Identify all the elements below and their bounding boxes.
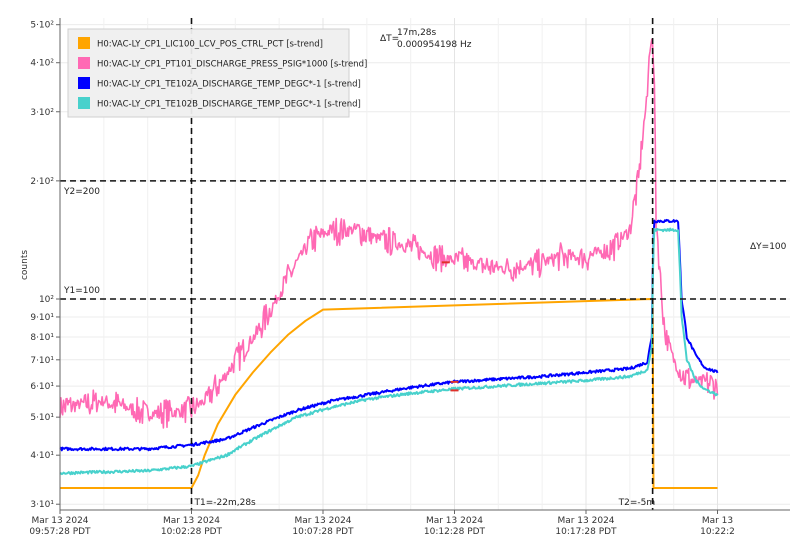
legend-entry-label: H0:VAC-LY_CP1_TE102A_DISCHARGE_TEMP_DEGC… bbox=[97, 80, 361, 90]
legend-swatch[interactable] bbox=[78, 37, 90, 49]
legend-swatch[interactable] bbox=[78, 57, 90, 69]
x-tick-time-label: 10:22:2 bbox=[700, 527, 735, 537]
legend-entry-label: H0:VAC-LY_CP1_TE102B_DISCHARGE_TEMP_DEGC… bbox=[97, 100, 361, 110]
y-axis-label: counts bbox=[20, 250, 30, 280]
axes: 3·10¹ 4·10¹ 5·10¹ 6·10¹ 7·10¹ 8·10¹ 9·10¹ 10² 2·… bbox=[29, 18, 790, 537]
series-line-2 bbox=[59, 38, 719, 429]
delta-t-label: ΔT= bbox=[380, 34, 399, 44]
delta-t-frequency: 0.000954198 Hz bbox=[397, 40, 472, 50]
x-tick-time-label: 10:17:28 PDT bbox=[555, 527, 617, 537]
x-tick-date-label: Mar 13 2024 bbox=[294, 516, 351, 526]
delta-t-value: 17m,28s bbox=[397, 28, 437, 38]
series-line-3 bbox=[59, 218, 719, 452]
y-tick-label: 6·10¹ bbox=[30, 382, 54, 392]
cursor-y2-label: Y2=200 bbox=[63, 187, 100, 197]
y-tick-label: 4·10² bbox=[30, 59, 54, 69]
y-tick-label: 4·10¹ bbox=[30, 451, 54, 461]
y-tick-label: 3·10² bbox=[30, 108, 54, 118]
y-tick-label: 7·10¹ bbox=[30, 356, 54, 366]
series-line-4 bbox=[59, 227, 719, 476]
legend-box bbox=[67, 28, 350, 118]
cursor-t1-label: T1=-22m,28s bbox=[194, 498, 257, 508]
y-tick-label: 10² bbox=[39, 295, 54, 305]
legend-entry-label: H0:VAC-LY_CP1_LIC100_LCV_POS_CTRL_PCT [s… bbox=[97, 40, 323, 50]
y-tick-label: 5·10² bbox=[30, 21, 54, 31]
cursor-t2-label: T2=-5m bbox=[618, 498, 656, 508]
x-tick-time-label: 10:07:28 PDT bbox=[292, 527, 354, 537]
x-tick-date-label: Mar 13 2024 bbox=[557, 516, 614, 526]
legend[interactable]: H0:VAC-LY_CP1_LIC100_LCV_POS_CTRL_PCT [s… bbox=[67, 28, 367, 118]
legend-swatch[interactable] bbox=[78, 77, 90, 89]
y-tick-label: 3·10¹ bbox=[30, 500, 54, 510]
y-tick-label: 2·10² bbox=[30, 177, 54, 187]
y-tick-label: 5·10¹ bbox=[30, 413, 54, 423]
x-tick-time-label: 09:57:28 PDT bbox=[29, 527, 91, 537]
y-tick-label: 9·10¹ bbox=[30, 313, 54, 323]
x-tick-time-label: 10:12:28 PDT bbox=[424, 527, 486, 537]
x-tick-date-label: Mar 13 2024 bbox=[426, 516, 483, 526]
series-layer bbox=[59, 38, 719, 489]
x-tick-date-label: Mar 13 2024 bbox=[163, 516, 220, 526]
x-tick-date-label: Mar 13 2024 bbox=[31, 516, 88, 526]
x-tick-date-label: Mar 13 bbox=[702, 516, 733, 526]
annotations: Y2=200 Y1=100 T1=-22m,28s T2=-5m ΔT=17m,28s 0… bbox=[63, 28, 787, 508]
cursor-y1-label: Y1=100 bbox=[63, 286, 100, 296]
legend-swatch[interactable] bbox=[78, 97, 90, 109]
x-tick-time-label: 10:02:28 PDT bbox=[161, 527, 223, 537]
delta-y-label: ΔY=100 bbox=[750, 242, 787, 252]
legend-entry-label: H0:VAC-LY_CP1_PT101_DISCHARGE_PRESS_PSIG… bbox=[97, 60, 367, 70]
y-tick-label: 8·10¹ bbox=[30, 333, 54, 343]
